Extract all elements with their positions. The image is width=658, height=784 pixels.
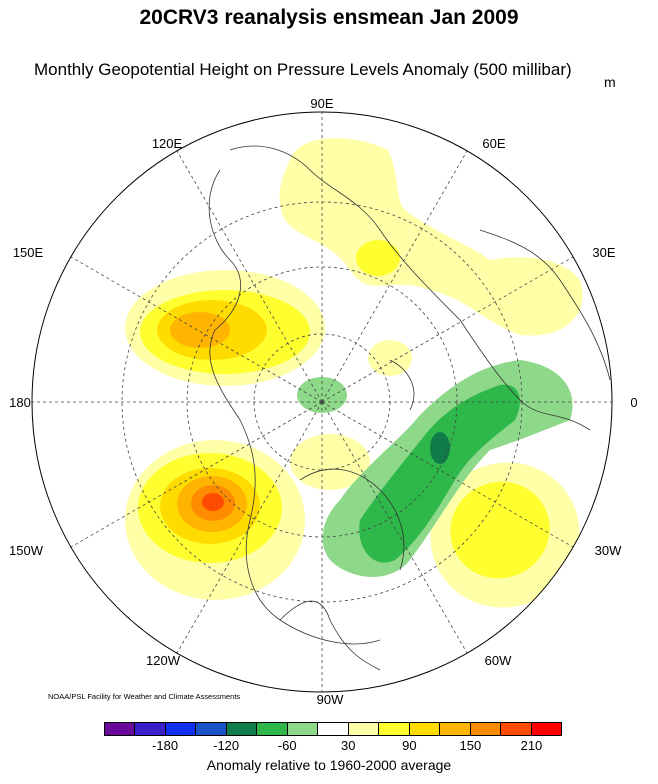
lon-label-90w: 90W	[317, 692, 344, 707]
map-border	[31, 111, 613, 693]
colorbar-tick-label: 150	[459, 738, 482, 753]
colorbar-swatch	[409, 723, 441, 735]
lon-label-30e: 30E	[592, 245, 615, 260]
lon-label-60e: 60E	[482, 136, 505, 151]
lon-label-150w: 150W	[9, 543, 44, 558]
colorbar-swatch	[348, 723, 380, 735]
colorbar-swatch	[531, 723, 562, 735]
colorbar-tick-label: -60	[277, 738, 297, 753]
colorbar-tick-label: -180	[152, 738, 179, 753]
lon-label-180: 180	[9, 395, 31, 410]
colorbar-swatch	[440, 723, 471, 735]
colorbar-swatch	[379, 723, 410, 735]
colorbar-tick-label: 30	[341, 738, 356, 753]
colorbar-swatch	[470, 723, 502, 735]
colorbar-tick-label: 90	[402, 738, 417, 753]
graticule	[32, 112, 612, 692]
anomaly-shading	[125, 138, 583, 608]
credit-text: NOAA/PSL Facility for Weather and Climat…	[48, 692, 241, 701]
lon-label-150e: 150E	[13, 245, 44, 260]
lon-label-120e: 120E	[152, 136, 183, 151]
colorbar-swatch	[135, 723, 166, 735]
colorbar-swatch	[105, 723, 136, 735]
colorbar-label: Anomaly relative to 1960-2000 average	[206, 757, 452, 773]
map-title: 20CRV3 reanalysis ensmean Jan 2009	[139, 6, 519, 29]
colorbar-swatch	[501, 723, 532, 735]
lon-label-60w: 60W	[485, 653, 512, 668]
units-label: m	[604, 74, 616, 90]
lon-label-0: 0	[630, 395, 637, 410]
lon-label-30w: 30W	[595, 543, 622, 558]
colorbar-tick-label: 210	[520, 738, 543, 753]
colorbar-tick-label: -120	[213, 738, 240, 753]
longitude-labels: 90E 60E 30E 0 30W 60W 90W 120W 150W 180 …	[9, 96, 638, 707]
colorbar-swatch	[196, 723, 227, 735]
colorbar-swatch	[287, 723, 319, 735]
lon-label-120w: 120W	[146, 653, 181, 668]
colorbar-swatch	[257, 723, 288, 735]
lon-label-90e: 90E	[310, 96, 333, 111]
colorbar-swatch	[318, 723, 349, 735]
colorbar-swatch	[226, 723, 258, 735]
colorbar	[104, 722, 562, 736]
colorbar-swatch	[165, 723, 197, 735]
map-subtitle: Monthly Geopotential Height on Pressure …	[34, 60, 572, 79]
